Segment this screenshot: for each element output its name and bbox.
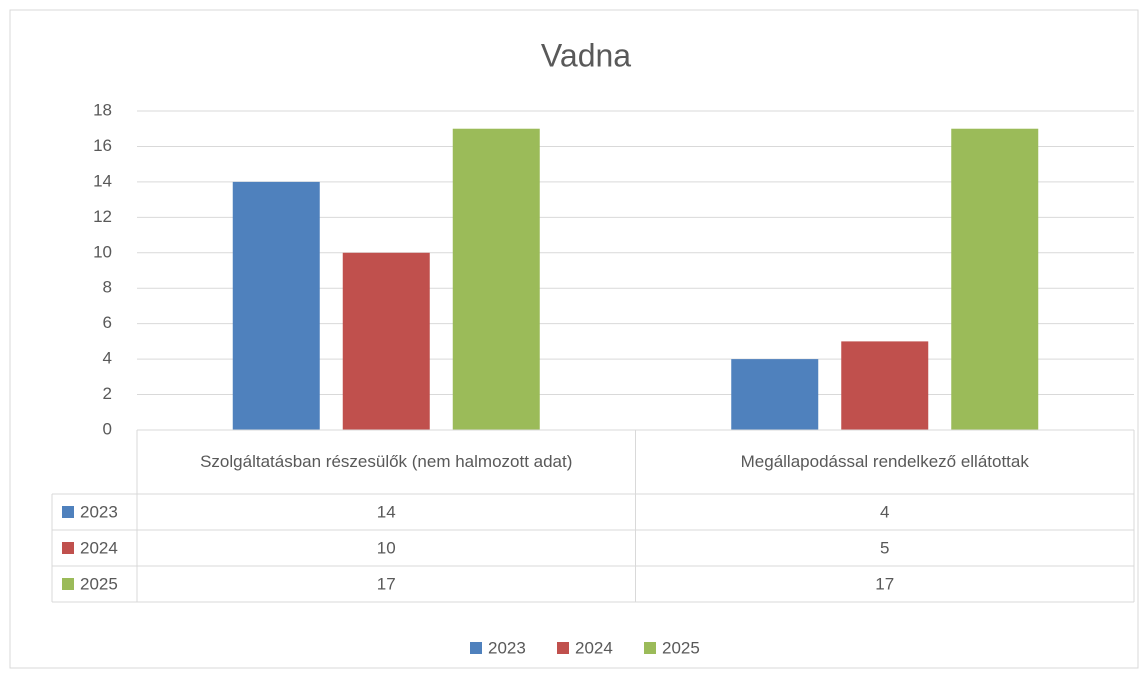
x-tick-label: Szolgáltatásban részesülők (nem halmozot… xyxy=(137,430,636,494)
bar xyxy=(951,128,1039,430)
y-tick-label: 18 xyxy=(93,100,112,119)
bar xyxy=(342,252,430,430)
table-value: 17 xyxy=(875,574,894,593)
y-tick-label: 6 xyxy=(103,313,112,332)
table-value: 5 xyxy=(880,538,889,557)
legend-label: 2023 xyxy=(488,638,526,657)
table-series-name: 2023 xyxy=(80,502,118,521)
legend-label: 2025 xyxy=(662,638,700,657)
x-tick-label: Megállapodással rendelkező ellátottak xyxy=(636,430,1135,494)
table-series-name: 2024 xyxy=(80,538,118,557)
table-value: 10 xyxy=(377,538,396,557)
table-value: 17 xyxy=(377,574,396,593)
bar xyxy=(232,181,320,430)
bar xyxy=(841,341,929,430)
y-tick-label: 2 xyxy=(103,384,112,403)
y-tick-label: 8 xyxy=(103,278,112,297)
y-tick-label: 10 xyxy=(93,242,112,261)
category-text: Szolgáltatásban részesülők (nem halmozot… xyxy=(200,452,573,471)
table-legend-key xyxy=(62,542,74,554)
y-tick-label: 14 xyxy=(93,171,112,190)
legend-key xyxy=(557,642,569,654)
chart-title: Vadna xyxy=(541,37,631,73)
table-value: 14 xyxy=(377,502,396,521)
y-tick-label: 12 xyxy=(93,207,112,226)
table-series-name: 2025 xyxy=(80,574,118,593)
chart-border xyxy=(9,9,1139,669)
table-legend-key xyxy=(62,578,74,590)
bar xyxy=(452,128,540,430)
y-tick-label: 4 xyxy=(103,349,112,368)
table-value: 4 xyxy=(880,502,889,521)
y-tick-label: 16 xyxy=(93,136,112,155)
category-text: Megállapodással rendelkező ellátottak xyxy=(740,452,1029,471)
bar xyxy=(731,359,819,430)
table-legend-key xyxy=(62,506,74,518)
legend-key xyxy=(470,642,482,654)
legend-key xyxy=(644,642,656,654)
legend-label: 2024 xyxy=(575,638,613,657)
y-tick-label: 0 xyxy=(103,419,112,438)
